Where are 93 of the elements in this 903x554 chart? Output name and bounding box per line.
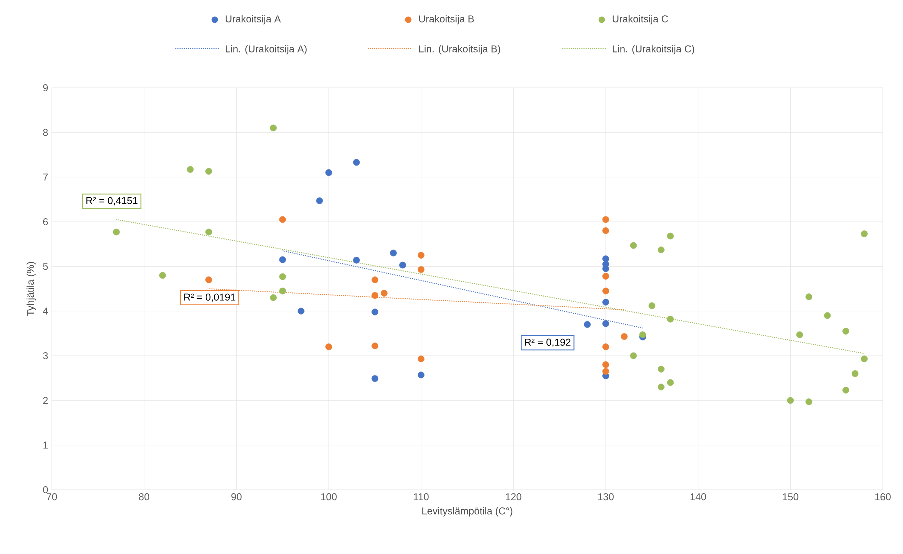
point [270,124,277,132]
point [824,312,831,320]
point [206,228,212,236]
y-tick-label: 7 [43,174,48,181]
x-tick-label: 90 [232,494,242,501]
y-tick-label: 8 [43,129,48,136]
y-axis-title: Tyhjätila (%) [26,262,36,316]
point [353,257,360,264]
legend-label: Lin. (Urakoitsija B) [420,45,500,55]
point [279,256,286,264]
x-tick-label: 80 [139,494,150,501]
point [602,228,610,234]
point [640,332,646,338]
point [372,375,379,382]
legend-label: Urakoitsija B [419,15,474,25]
point [806,398,813,406]
point [630,352,638,360]
point [279,274,286,280]
point [667,316,674,323]
y-tick-label: 5 [43,263,48,270]
x-tick-label: 130 [598,494,614,501]
point [187,166,194,174]
x-tick-label: 100 [321,494,337,501]
point [279,288,286,295]
annotation: R² = 0,0191 [184,294,236,302]
annotation: R² = 0,192 [525,338,571,348]
point [372,276,379,284]
point [390,250,398,257]
y-tick-label: 4 [43,308,48,315]
y-tick-label: 3 [43,352,48,360]
point [602,288,610,295]
point [602,216,610,224]
point [418,372,425,379]
point [667,379,674,386]
point [418,266,425,274]
point [353,159,360,166]
annotation: R² = 0,4151 [86,197,138,206]
point [787,397,794,404]
point [584,321,591,328]
point [113,228,120,236]
point [602,368,610,376]
x-tick-label: 140 [690,494,706,501]
point [159,272,166,279]
point [326,169,332,176]
point [372,342,379,350]
point [418,252,425,259]
point [602,273,610,280]
point [326,344,332,350]
point [796,332,804,338]
legend-label: Lin. (Urakoitsija C) [613,45,694,55]
point [861,356,868,363]
point [842,387,850,394]
point [381,290,388,297]
point [602,320,610,328]
x-tick-label: 120 [506,494,522,501]
point [852,370,859,378]
point [298,308,305,315]
point [658,384,665,391]
point [372,292,379,300]
y-tick-label: 9 [43,84,48,92]
y-tick-label: 2 [43,397,48,404]
point [602,266,610,272]
point [602,344,610,350]
x-tick-label: 160 [875,494,891,501]
point [658,366,665,373]
point [270,294,277,302]
y-tick-label: 1 [44,442,48,449]
point [399,262,406,269]
point [648,302,656,310]
x-tick-label: 110 [414,494,429,501]
x-tick-label: 150 [783,494,799,501]
y-tick-label: 0 [43,486,48,494]
y-tick-label: 6 [43,218,48,226]
point [621,333,628,340]
point [206,168,212,175]
point [602,299,610,306]
x-axis-title: Levityslämpötila (C°) [422,507,513,517]
legend-label: Lin. (Urakoitsija A) [226,45,307,55]
point [279,216,286,224]
point [806,294,813,300]
point [206,276,212,284]
point [316,198,324,204]
point [842,328,850,335]
legend-label: Urakoitsija A [226,15,282,25]
point [372,308,379,316]
x-tick-label: 70 [46,494,58,501]
legend-label: Urakoitsija C [612,15,668,25]
point [418,356,425,363]
point [630,242,638,250]
point [861,230,868,238]
point [667,232,674,240]
point [658,246,665,254]
point [602,362,610,368]
